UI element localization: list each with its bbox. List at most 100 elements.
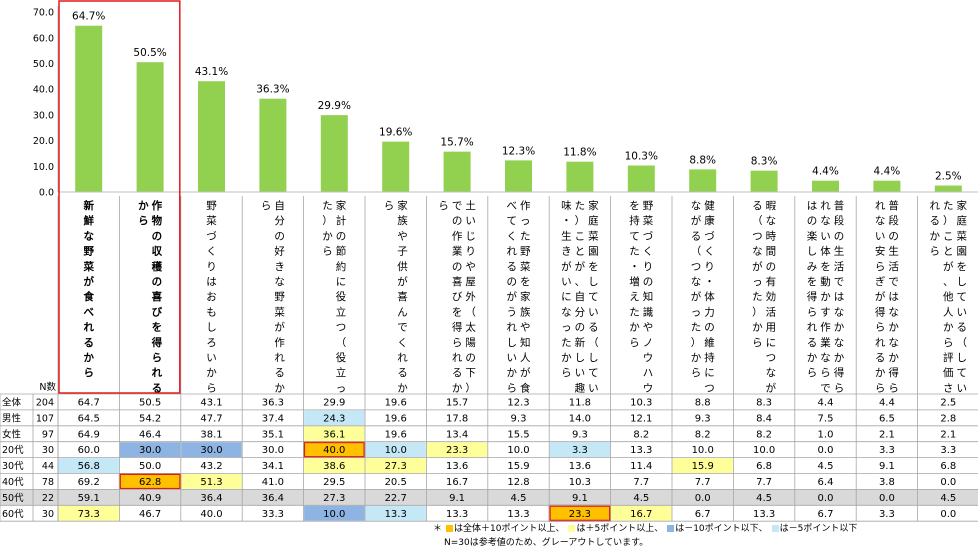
category-label-char: 太 <box>465 321 476 334</box>
category-label-char: し <box>957 276 968 288</box>
category-label-char: く <box>704 246 715 258</box>
highlight-box <box>58 0 181 394</box>
legend-text: は全体＋10ポイント以上、 <box>454 524 565 534</box>
category-label-char: （ <box>752 215 763 227</box>
category-label-char: ら <box>943 337 954 349</box>
highlight-cell <box>426 442 488 458</box>
category-label-char: 庭 <box>957 214 968 227</box>
highlight-cell <box>304 505 365 521</box>
category-label-char: 野 <box>520 246 531 258</box>
category-label-char: れ <box>507 322 518 334</box>
bar <box>320 115 348 192</box>
category-label-char: 趣 <box>575 381 586 394</box>
table-cell: 50.5 <box>139 398 161 409</box>
table-cell: 9.3 <box>695 413 711 424</box>
row-label: 20代 <box>2 445 24 456</box>
category-label-char: ん <box>397 306 408 318</box>
category-label-char: 計 <box>336 214 347 227</box>
bar <box>136 62 164 193</box>
legend-swatch <box>568 525 576 532</box>
row-label: 30代 <box>2 461 24 472</box>
category-label-char: り <box>206 261 217 273</box>
category-label-char: ら <box>875 261 886 273</box>
table-cell: 3.3 <box>940 445 956 456</box>
table-cell: 43.2 <box>200 461 222 472</box>
category-label-char: ら <box>452 337 463 349</box>
table-cell: 1.0 <box>818 429 834 440</box>
highlight-cell <box>58 458 119 473</box>
category-label-char: い <box>465 215 476 227</box>
table-cell: 41.0 <box>262 477 284 488</box>
row-n: 204 <box>36 398 54 409</box>
category-label-char: か <box>752 322 763 334</box>
category-label-char: ハ <box>643 367 654 379</box>
category-label-char: ら <box>438 200 449 212</box>
category-label-char: ノ <box>643 337 654 349</box>
category-label-char: 有 <box>766 275 777 288</box>
category-label-char: 菜 <box>82 260 94 273</box>
table-cell: 3.3 <box>879 509 895 520</box>
highlight-cell <box>304 426 365 442</box>
category-label-char: 他 <box>943 290 954 303</box>
category-label-char: き <box>561 246 572 258</box>
category-label-char: や <box>397 230 408 242</box>
category-label-char: 立 <box>336 305 347 318</box>
category-label-char: か <box>397 382 408 394</box>
category-label-char: れ <box>507 246 518 258</box>
category-label-char: つ <box>752 230 763 242</box>
table-cell: 62.8 <box>139 477 161 488</box>
category-label-char: る <box>588 322 599 334</box>
category-label-char: 動 <box>820 275 831 288</box>
category-label-char: 野 <box>206 200 217 212</box>
table-cell: 50.0 <box>139 461 161 472</box>
category-label-char: 立 <box>336 366 347 379</box>
category-label-char: 識 <box>643 305 654 318</box>
category-label-char: び <box>452 291 463 303</box>
category-label-char: 作 <box>520 200 531 212</box>
category-label-char: か <box>691 352 702 364</box>
table-cell: 15.9 <box>692 461 714 472</box>
bar <box>627 165 655 192</box>
category-label-char: 段 <box>834 214 845 227</box>
table-cell: 12.3 <box>507 398 529 409</box>
category-label-char: い <box>957 382 968 394</box>
category-label-char: り <box>643 261 654 273</box>
category-label-char: か <box>138 200 149 212</box>
category-label-char: 作 <box>274 337 285 349</box>
highlight-cell <box>365 505 426 521</box>
category-label-char: 分 <box>575 306 586 318</box>
category-label-char: な <box>834 337 845 349</box>
table-cell: 9.1 <box>449 493 465 504</box>
category-label-char: 生 <box>834 245 845 258</box>
category-label-char: 生 <box>561 229 572 242</box>
category-label-char: 野 <box>643 200 654 212</box>
legend: ＊ は全体＋10ポイント以上、 は＋5ポイント以上、 は－10ポイント以下、 は－5ポイ… <box>433 521 857 534</box>
category-label-char: ら <box>206 382 217 394</box>
category-label-char: ら <box>691 367 702 379</box>
category-label-char: 家 <box>397 199 408 212</box>
category-label-char: く <box>206 246 217 258</box>
highlight-cell-border <box>118 473 182 490</box>
category-label-char: い <box>588 382 599 394</box>
category-label-char: と <box>575 246 586 258</box>
highlight-cell <box>304 458 365 473</box>
category-label-char: の <box>834 230 845 242</box>
category-label-char: は <box>206 276 217 288</box>
table-cell: 7.7 <box>695 477 711 488</box>
category-label-char: 喜 <box>397 290 408 303</box>
category-label-char: な <box>766 367 777 379</box>
category-label-char: れ <box>397 352 408 364</box>
n-header: N数 <box>39 381 56 393</box>
category-label-char: 、 <box>575 276 586 288</box>
category-label-char: る <box>274 367 285 379</box>
category-label-char: 家 <box>336 199 347 212</box>
table-cell: 54.2 <box>139 413 161 424</box>
category-label-char: の <box>807 215 818 227</box>
table-cell: 16.7 <box>630 509 652 520</box>
bar-value-label: 43.1% <box>195 66 228 78</box>
highlight-cell <box>365 458 426 473</box>
bar <box>750 170 778 192</box>
category-label-char: い <box>507 352 518 364</box>
table-cell: 8.8 <box>695 398 711 409</box>
